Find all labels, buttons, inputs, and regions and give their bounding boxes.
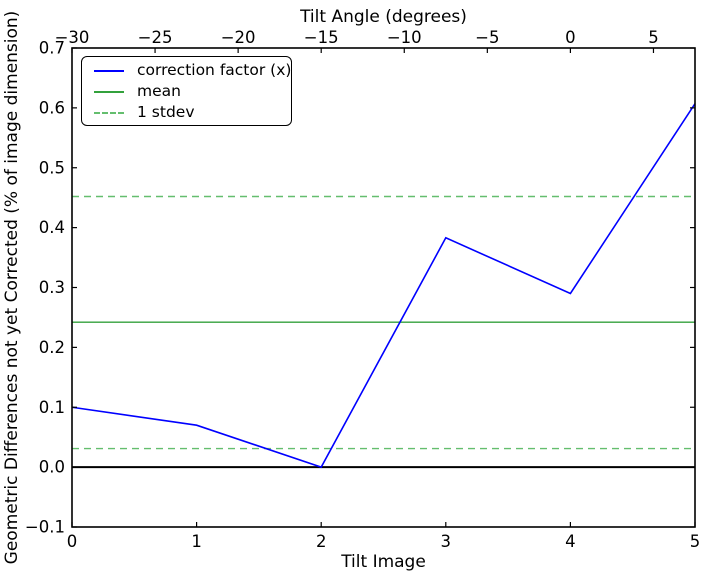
top-tick-label: −20 (221, 28, 256, 47)
x-axis-label: Tilt Image (340, 552, 426, 572)
y-tick-label: 0.7 (39, 39, 65, 58)
legend-swatch-green-line (94, 90, 124, 93)
x-tick-label: 3 (441, 532, 452, 551)
x-tick-label: 1 (191, 532, 202, 551)
y-tick-label: 0.1 (39, 398, 65, 417)
top-tick-label: −25 (138, 28, 173, 47)
legend-item-mean: mean (94, 81, 291, 102)
correction-factor-line (71, 103, 696, 469)
legend-label: mean (137, 82, 181, 100)
y-tick-label: 0.6 (39, 98, 65, 117)
legend-item-correction-factor: correction factor (x) (94, 60, 291, 81)
y-tick-label: 0.2 (39, 338, 65, 357)
legend-label: correction factor (x) (137, 61, 292, 79)
top-tick-label: −30 (55, 28, 90, 47)
x-tick-label: 0 (67, 532, 78, 551)
top-tick-label: −10 (387, 28, 422, 47)
x-tick-label: 4 (565, 532, 576, 551)
legend-swatch-blue-line (94, 69, 124, 72)
y-tick-label: 0.0 (39, 458, 65, 477)
legend: correction factor (x) mean 1 stdev (81, 56, 292, 126)
y-tick-label: 0.3 (39, 278, 65, 297)
plot-layer: 0 1 2 3 4 5 −30 −25 −20 −15 −10 −5 0 5 −0.1 0.0 0.1 0.2 0.… (25, 28, 700, 551)
top-tick-label: 5 (648, 28, 659, 47)
x-tick-label: 2 (316, 532, 327, 551)
legend-swatch-green-dashed-line (94, 111, 124, 114)
top-tick-label: 0 (565, 28, 576, 47)
legend-label: 1 stdev (137, 103, 195, 121)
x-tick-label: 5 (690, 532, 701, 551)
top-tick-label: −15 (304, 28, 339, 47)
y-tick-label: −0.1 (25, 518, 65, 537)
y-axis-label: Geometric Differences not yet Corrected … (2, 11, 22, 565)
y-tick-label: 0.5 (39, 158, 65, 177)
top-axis-title: Tilt Angle (degrees) (299, 7, 467, 27)
top-tick-label: −5 (475, 28, 499, 47)
legend-item-stdev: 1 stdev (94, 102, 291, 123)
y-tick-label: 0.4 (39, 218, 65, 237)
